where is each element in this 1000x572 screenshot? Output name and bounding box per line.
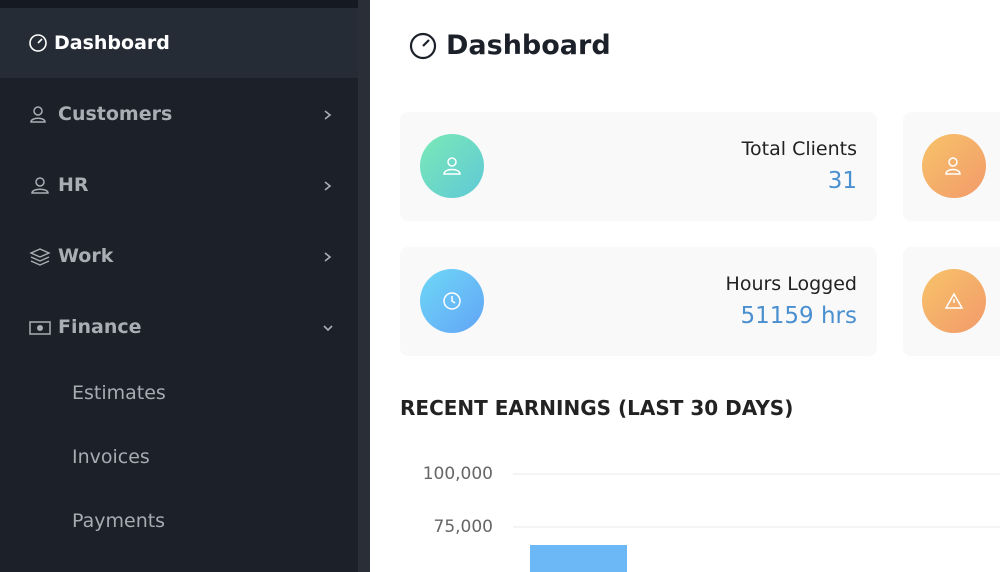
card-icon: [420, 134, 484, 198]
nav-item[interactable]: Dashboard: [0, 8, 358, 78]
sub-item[interactable]: Invoices: [72, 446, 150, 468]
icon: [29, 248, 51, 266]
page-title: Dashboard: [408, 30, 611, 61]
y-tick-label: 100,000: [423, 464, 493, 484]
icon: [31, 177, 49, 194]
icon: [29, 34, 47, 52]
card-icon: [922, 269, 986, 333]
card-icon: [922, 134, 986, 198]
stat-card: Total Clients 31: [400, 112, 877, 221]
nav-item[interactable]: HR: [0, 150, 358, 220]
icon: [409, 32, 437, 59]
nav-item[interactable]: Work: [0, 221, 358, 291]
icon: [30, 106, 46, 123]
sidebar-edge: [358, 0, 370, 572]
title-text: Dashboard: [446, 30, 611, 61]
chevron: [324, 110, 332, 120]
card-value: 51159 hrs: [740, 303, 858, 329]
nav-item[interactable]: Finance: [0, 292, 358, 362]
top-strip: [0, 0, 370, 8]
sub-item[interactable]: Payments: [72, 510, 166, 532]
chevron: [324, 252, 332, 262]
bar: [530, 545, 627, 572]
sub-item[interactable]: Estimates: [72, 382, 166, 404]
icon: [29, 321, 51, 335]
chevron: [323, 325, 333, 332]
card-label: Hours Logged: [725, 273, 857, 295]
stat-card: [903, 112, 1000, 221]
chart-title: RECENT EARNINGS (LAST 30 DAYS): [400, 396, 794, 420]
nav-label: Customers: [58, 103, 173, 125]
card-value: 31: [827, 168, 857, 194]
chevron: [324, 181, 332, 191]
sidebar: Dashboard Customers HR Work Finance Esti…: [0, 0, 370, 572]
card-icon: [420, 269, 484, 333]
stat-card: Hours Logged 51159 hrs: [400, 247, 877, 356]
nav-label: Dashboard: [54, 32, 170, 54]
nav-label: Finance: [58, 316, 142, 338]
stat-card: [903, 247, 1000, 356]
nav-item[interactable]: Customers: [0, 79, 358, 149]
y-tick-label: 75,000: [434, 517, 493, 537]
nav-label: Work: [58, 245, 114, 267]
nav-label: HR: [58, 174, 89, 196]
chart: 100,000 75,000: [423, 464, 1000, 572]
card-label: Total Clients: [741, 138, 857, 160]
